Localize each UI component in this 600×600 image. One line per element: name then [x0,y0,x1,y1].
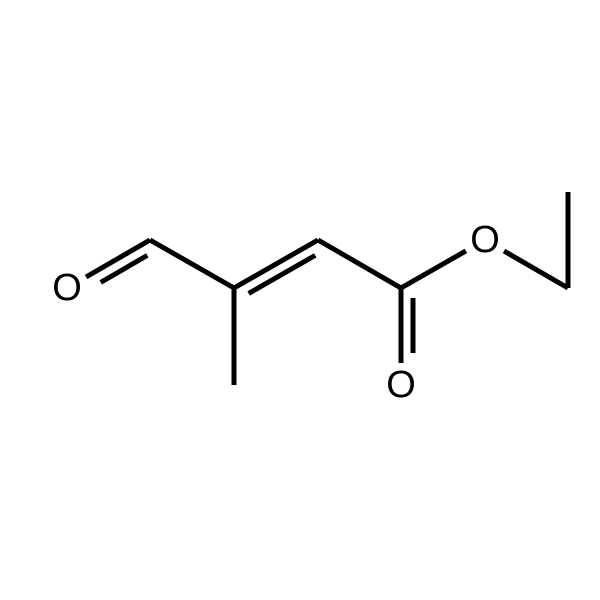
bond [318,240,401,288]
atom-label-o: O [470,219,500,261]
bond [504,251,568,288]
molecule-diagram: O O O [0,0,600,600]
atom-label-o: O [386,364,416,406]
atoms-layer: O O O [52,219,500,406]
bond [234,240,318,288]
bond [150,240,234,288]
bond [401,251,466,288]
atom-label-o: O [52,267,82,309]
bond [101,255,148,282]
